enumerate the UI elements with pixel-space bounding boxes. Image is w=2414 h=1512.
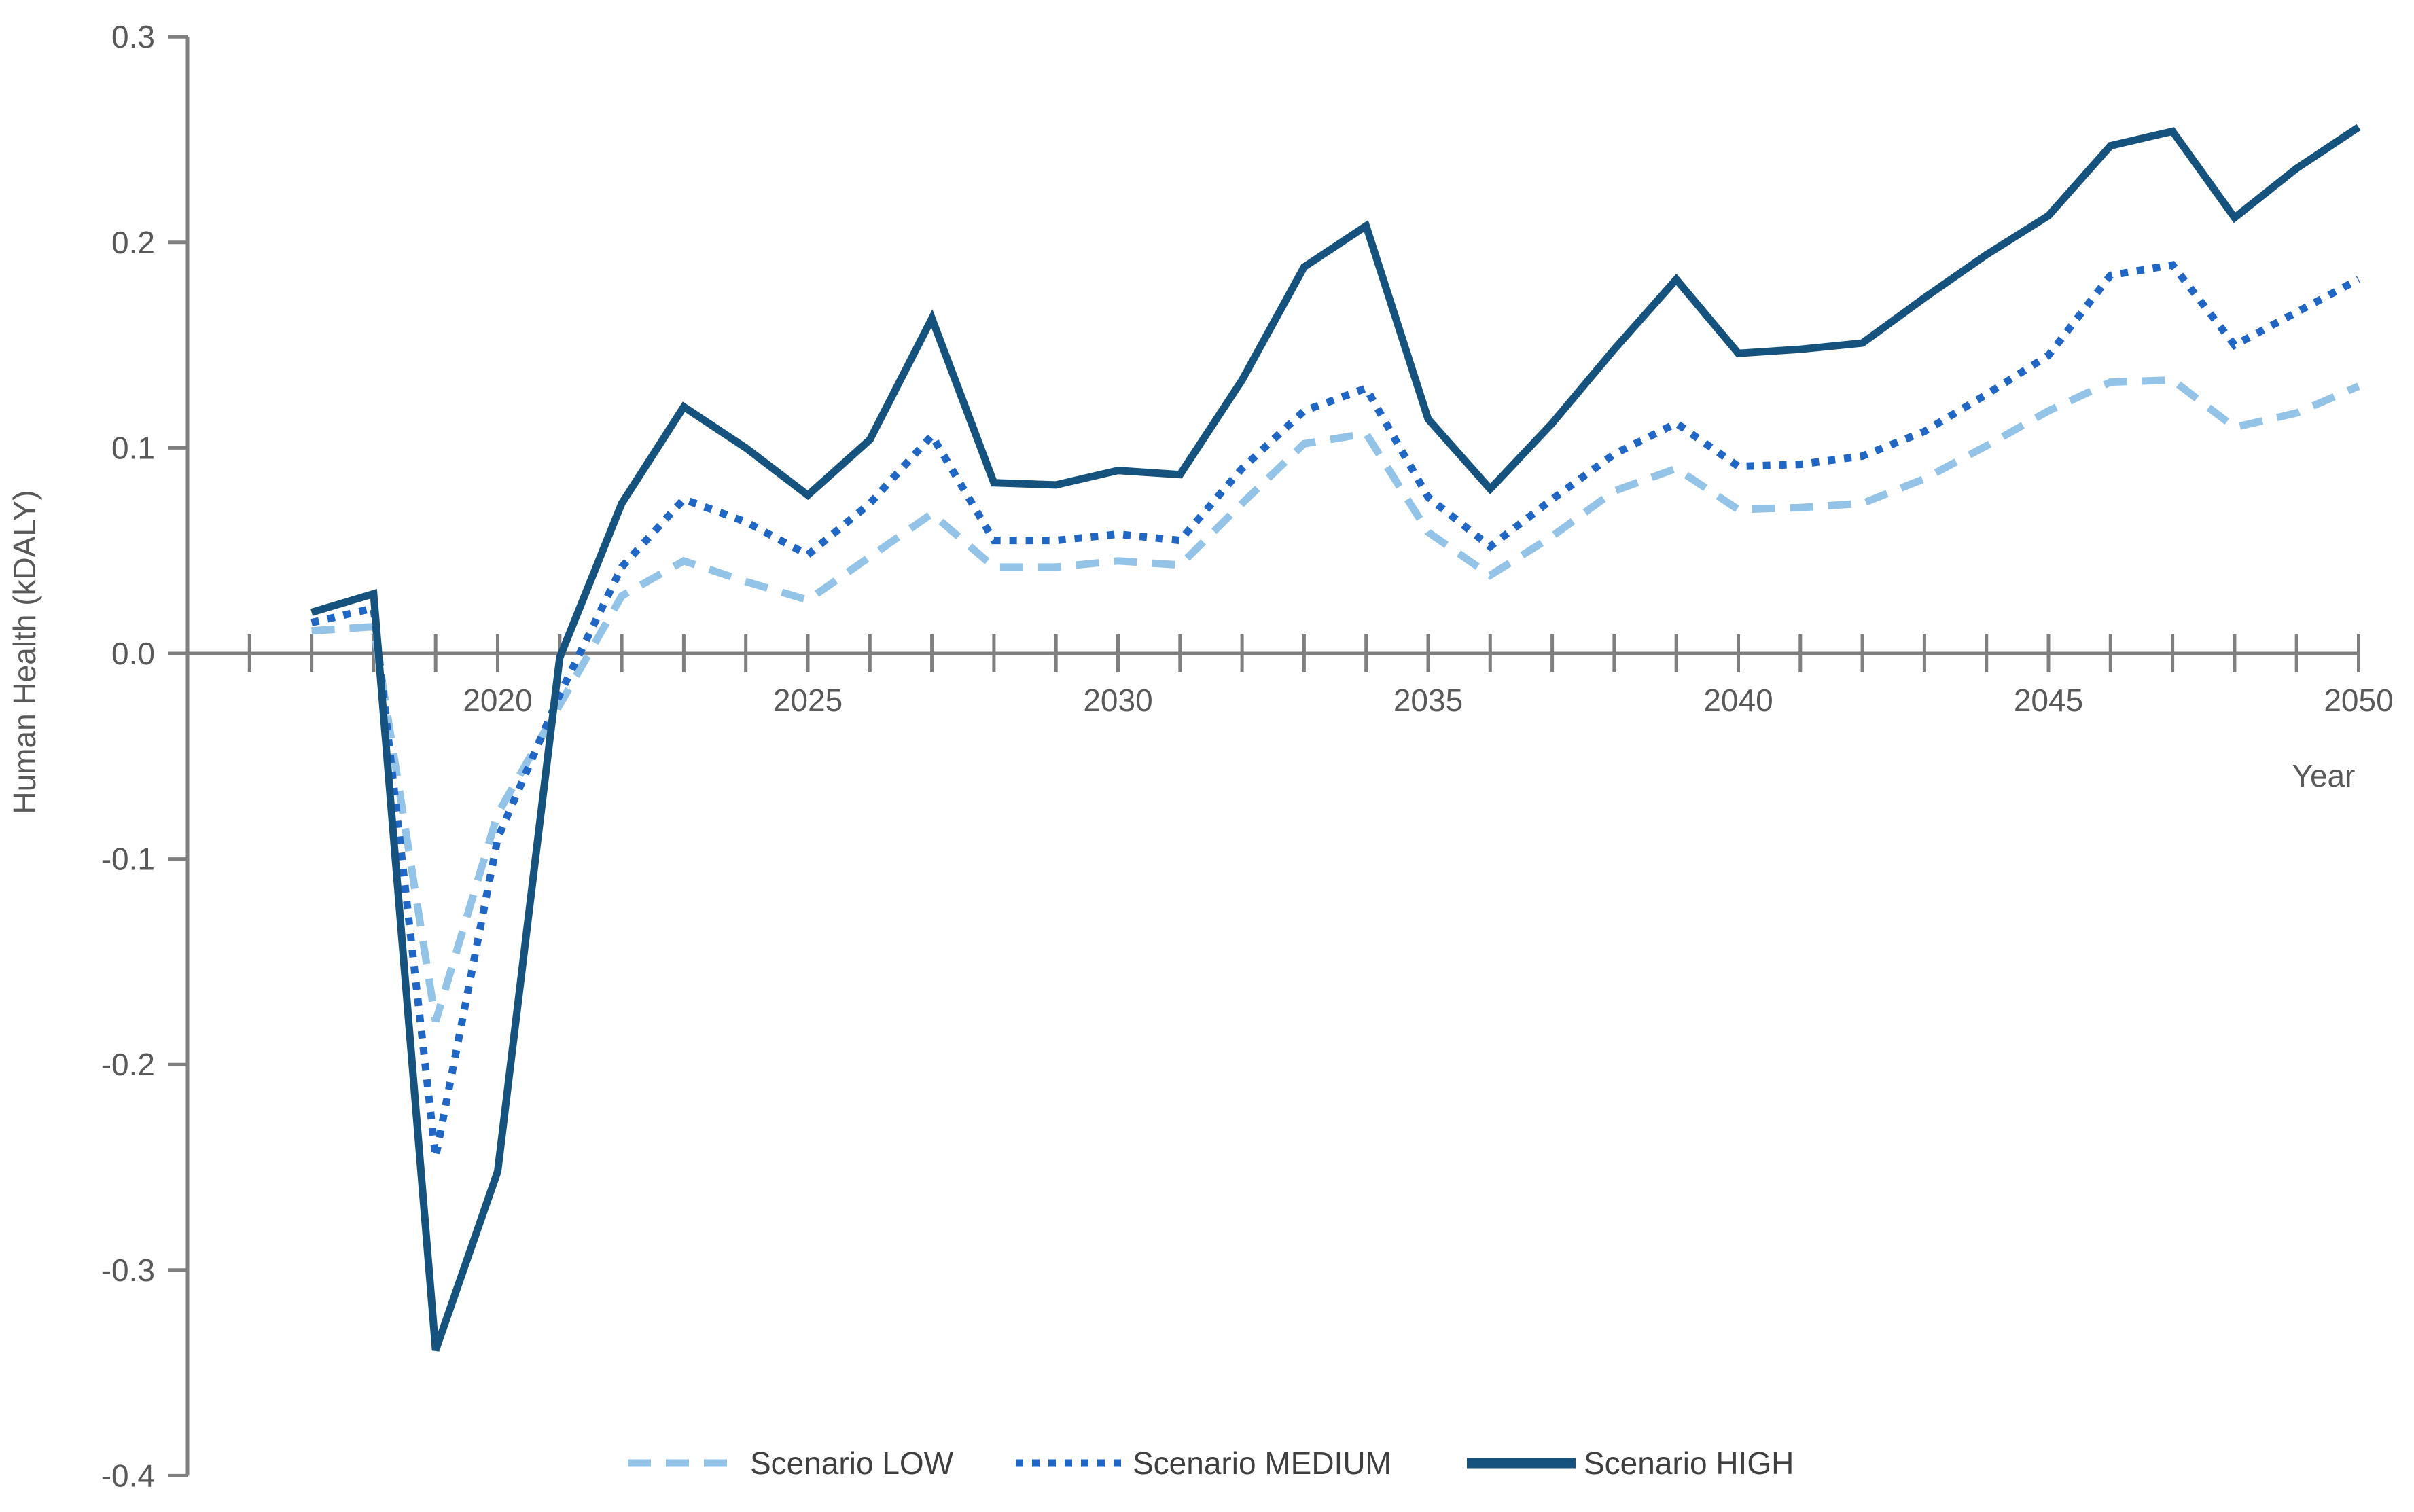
legend-label-low: Scenario LOW: [750, 1445, 954, 1481]
x-tick-label: 2030: [1083, 683, 1152, 718]
y-tick-label: -0.2: [101, 1047, 155, 1082]
y-tick-label: -0.1: [101, 842, 155, 877]
x-tick-label: 2020: [463, 683, 532, 718]
x-tick-label: 2025: [773, 683, 842, 718]
series-scenario-low: [311, 376, 2360, 1023]
y-axis-title: Human Health (kDALY): [7, 490, 42, 814]
x-axis: 2020 2025 2030 2035 2040 2045 2050: [188, 634, 2394, 718]
legend-label-high: Scenario HIGH: [1584, 1445, 1794, 1481]
y-tick-label: 0.0: [111, 636, 155, 671]
series-lines: [310, 124, 2361, 1352]
y-tick-label: 0.2: [111, 225, 155, 260]
series-scenario-high: [310, 124, 2361, 1352]
legend: Scenario LOW Scenario MEDIUM Scenario HI…: [628, 1445, 1794, 1481]
x-tick-label: 2040: [1703, 683, 1773, 718]
y-tick-label: 0.3: [111, 19, 155, 54]
x-tick-label: 2045: [2014, 683, 2083, 718]
y-tick-label: -0.3: [101, 1253, 155, 1288]
x-tick-label: 2035: [1394, 683, 1463, 718]
y-axis: 0.3 0.2 0.1 0.0 -0.1 -0.2 -0.3 -0.4: [101, 19, 190, 1493]
legend-label-medium: Scenario MEDIUM: [1133, 1445, 1391, 1481]
x-axis-title: Year: [2292, 758, 2356, 793]
x-tick-label: 2050: [2324, 683, 2393, 718]
y-tick-label: 0.1: [111, 430, 155, 465]
y-tick-label: -0.4: [101, 1458, 155, 1493]
